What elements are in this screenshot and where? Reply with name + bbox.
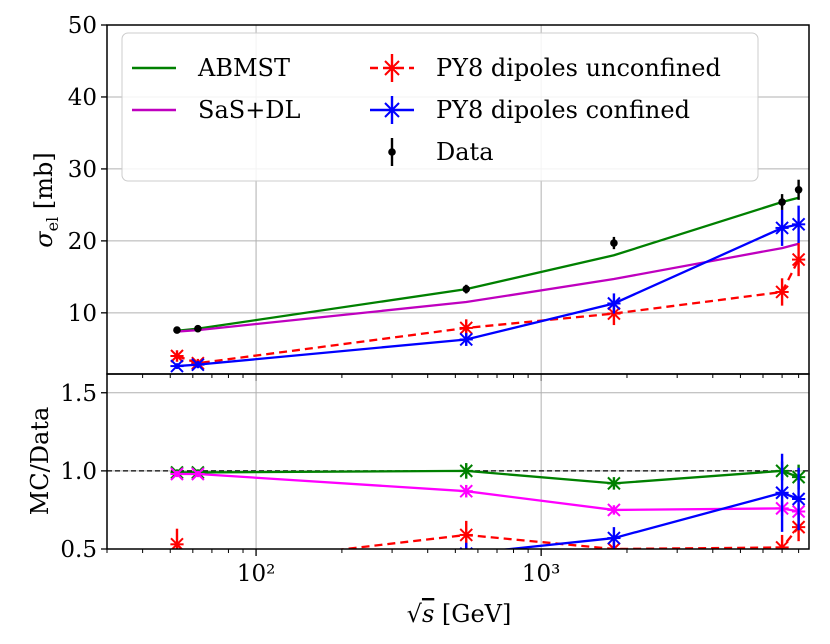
sas-dl-line — [176, 472, 799, 513]
py8-dipoles-unconfined-marker — [191, 560, 204, 572]
py8-dipoles-unconfined-marker — [459, 321, 473, 335]
py8-dipoles-confined-line — [176, 223, 799, 368]
py8-dipoles-confined-marker — [170, 568, 183, 580]
ratio-panel-ticks: 0.5 1.0 1.5 10² 10³ — [60, 381, 800, 587]
legend: ABMST SaS+DL PY8 dipoles unconfined PY8 dip… — [121, 32, 759, 182]
data-marker — [778, 198, 786, 206]
main-y-tick-label: 10 — [68, 301, 97, 327]
legend-item-py8-dipoles-confined: PY8 dipoles confined — [370, 96, 690, 124]
ratio-y-tick-label: 1.5 — [60, 381, 97, 407]
sas-dl-line — [176, 242, 799, 333]
x-axis-label: √s [GeV] — [407, 600, 512, 628]
main-panel-series — [170, 179, 806, 373]
legend-item-data: Data — [388, 138, 494, 166]
data-marker — [173, 326, 181, 334]
legend-label: Data — [436, 138, 494, 166]
data-marker — [194, 324, 202, 333]
legend-item-sas-dl: SaS+DL — [132, 96, 301, 124]
py8-dipoles-unconfined-marker — [791, 252, 806, 267]
sas-dl-marker — [607, 503, 621, 517]
data-marker — [462, 285, 471, 293]
main-panel-ticks: 10 20 30 40 50 — [68, 13, 800, 381]
legend-marker — [384, 60, 400, 76]
data-marker — [794, 185, 803, 194]
py8-dipoles-confined-marker — [607, 296, 621, 311]
main-y-tick-label: 20 — [68, 229, 97, 255]
ratio-y-tick-label: 1.0 — [60, 459, 97, 485]
legend-label: ABMST — [197, 54, 290, 82]
py8-dipoles-confined-marker — [775, 486, 789, 500]
ratio-panel-series — [170, 453, 806, 580]
legend-item-abmst: ABMST — [132, 54, 290, 82]
py8-dipoles-unconfined-marker — [775, 540, 789, 549]
py8-dipoles-confined-marker — [170, 359, 184, 373]
abmst-line — [176, 196, 799, 332]
py8-dipoles-unconfined-line — [176, 259, 800, 365]
abmst-marker — [607, 476, 621, 491]
legend-label: PY8 dipoles confined — [436, 96, 690, 124]
ratio-panel-frame — [106, 373, 810, 550]
data-marker — [610, 239, 618, 247]
main-y-axis-label: σel [mb] — [30, 152, 62, 247]
py8-dipoles-confined-marker — [791, 217, 806, 232]
x-tick-label: 10² — [237, 561, 276, 587]
ratio-y-axis-label: MC/Data — [26, 407, 54, 516]
py8-dipoles-confined-marker — [191, 565, 204, 577]
sas-dl-marker — [459, 484, 473, 498]
py8-dipoles-confined-marker — [791, 492, 806, 506]
legend-marker — [384, 102, 400, 118]
sas-dl-marker — [191, 467, 205, 481]
py8-dipoles-unconfined-marker — [459, 528, 473, 542]
legend-item-py8-dipoles-unconfined: PY8 dipoles unconfined — [370, 54, 721, 82]
py8-dipoles-unconfined-marker — [775, 285, 789, 299]
py8-dipoles-unconfined-marker — [170, 349, 184, 363]
py8-dipoles-confined-line — [499, 491, 800, 549]
py8-dipoles-confined-marker — [775, 221, 789, 235]
sas-dl-marker — [170, 467, 184, 481]
abmst-marker — [459, 464, 473, 478]
py8-dipoles-confined-marker — [191, 357, 205, 372]
main-y-tick-label: 30 — [68, 157, 97, 183]
ratio-panel-grid — [107, 374, 809, 550]
main-y-tick-label: 50 — [68, 13, 97, 39]
legend-label: SaS+DL — [198, 96, 301, 124]
ratio-y-tick-label: 0.5 — [60, 537, 97, 563]
py8-dipoles-unconfined-marker — [607, 542, 621, 549]
py8-dipoles-confined-marker — [459, 332, 473, 347]
abmst-line — [176, 469, 800, 485]
py8-dipoles-confined-marker — [607, 531, 621, 545]
main-y-tick-label: 40 — [68, 85, 97, 111]
legend-label: PY8 dipoles unconfined — [436, 54, 721, 82]
x-tick-label: 10³ — [522, 561, 561, 587]
